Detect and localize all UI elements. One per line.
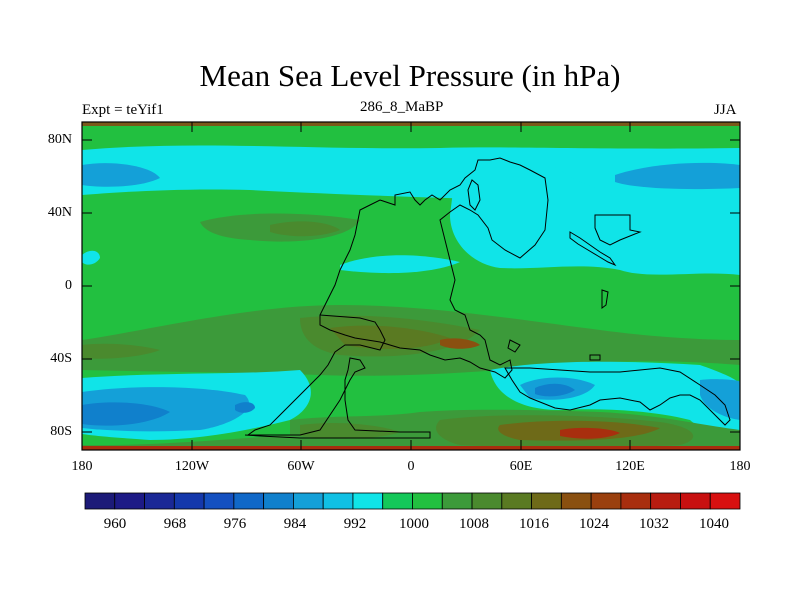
lat-label-80s: 80S xyxy=(50,424,72,439)
colorbar-label: 960 xyxy=(103,516,127,532)
colorbar-swatch xyxy=(173,492,205,510)
y-axis-ticks xyxy=(82,139,740,433)
lat-label-80n: 80N xyxy=(47,132,72,147)
colorbar-label: 1000 xyxy=(399,516,429,532)
lat-label-0: 0 xyxy=(65,278,72,293)
lon-label-0: 0 xyxy=(407,459,415,474)
pressure-field xyxy=(82,122,740,450)
lon-label-120w: 120W xyxy=(174,459,210,474)
colorbar-swatch xyxy=(560,492,592,510)
colorbar-swatch xyxy=(412,492,443,510)
period-label: 286_8_MaBP xyxy=(360,99,444,115)
colorbar-swatch xyxy=(352,492,384,510)
colorbar-swatch xyxy=(441,492,473,510)
colorbar-label: 968 xyxy=(163,516,187,532)
colorbar-label: 1032 xyxy=(639,516,669,532)
colorbar-swatch xyxy=(144,492,175,510)
colorbar-label: 1024 xyxy=(579,516,609,532)
colorbar-label: 984 xyxy=(283,516,307,532)
x-axis-ticks xyxy=(81,122,741,450)
colorbar-label: 976 xyxy=(223,516,247,532)
lon-label-180e: 180 xyxy=(729,459,751,474)
colorbar-label: 1008 xyxy=(459,516,489,532)
colorbar-swatch xyxy=(501,492,532,510)
colorbar-swatch xyxy=(650,492,681,510)
colorbar-swatch xyxy=(203,492,235,510)
colorbar-swatch xyxy=(322,492,354,510)
colorbar-swatch xyxy=(114,492,145,510)
colorbar-swatch xyxy=(84,492,116,510)
colorbar-swatch xyxy=(233,492,265,510)
colorbar-swatch xyxy=(293,492,324,510)
colorbar-swatch xyxy=(531,492,562,510)
lat-label-40n: 40N xyxy=(47,205,72,220)
lon-label-60e: 60E xyxy=(509,459,533,474)
colorbar-swatch xyxy=(263,492,294,510)
colorbar-swatch xyxy=(680,492,711,510)
colorbar-label: 992 xyxy=(343,516,367,532)
season-label: JJA xyxy=(714,102,737,118)
experiment-label: Expt = teYif1 xyxy=(82,102,164,118)
lat-label-40s: 40S xyxy=(50,351,72,366)
lon-label-180w: 180 xyxy=(71,459,93,474)
map-title: Mean Sea Level Pressure (in hPa) xyxy=(199,58,621,93)
colorbar-label: 1040 xyxy=(699,516,729,532)
colorbar-label: 1016 xyxy=(519,516,549,532)
colorbar-swatch xyxy=(382,492,413,510)
coastlines xyxy=(244,157,731,439)
lon-label-60w: 60W xyxy=(287,459,315,474)
colorbar-swatch xyxy=(471,492,503,510)
colorbar-swatch xyxy=(620,492,652,510)
lon-label-120e: 120E xyxy=(615,459,645,474)
colorbar-swatch xyxy=(709,492,741,510)
colorbar-swatch xyxy=(590,492,622,510)
colorbar xyxy=(84,492,741,510)
